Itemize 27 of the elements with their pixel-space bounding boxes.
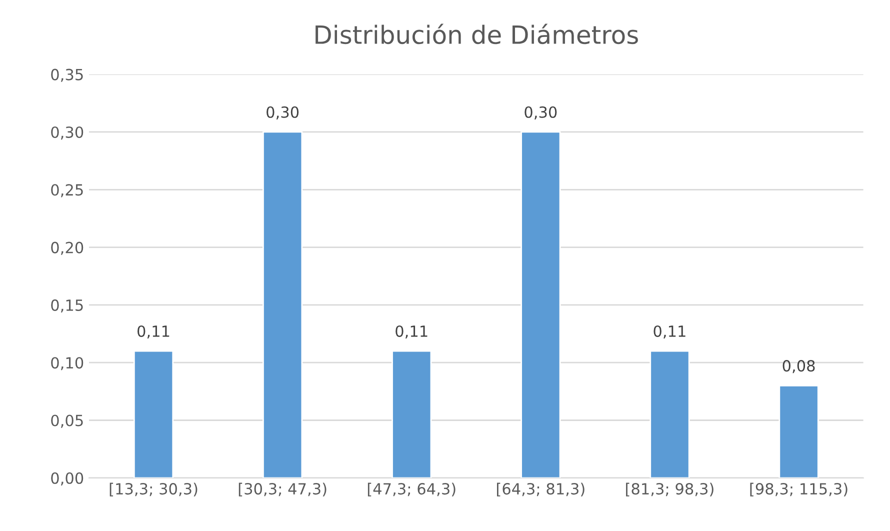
data-label: 0,11 bbox=[138, 325, 170, 339]
x-tick-label: [81,3; 98,3) bbox=[626, 482, 714, 496]
x-tick-label: [13,3; 30,3) bbox=[110, 482, 198, 496]
data-label: 0,08 bbox=[782, 360, 815, 374]
bar bbox=[520, 131, 561, 478]
x-tick-label: [64,3; 81,3) bbox=[497, 482, 584, 496]
x-tick-label: [30,3; 47,3) bbox=[238, 482, 326, 496]
data-label: 0,30 bbox=[524, 106, 557, 120]
y-tick-label: 0,20 bbox=[51, 242, 84, 255]
data-label: 0,11 bbox=[654, 325, 686, 339]
bar bbox=[392, 350, 432, 478]
y-tick-label: 0,15 bbox=[51, 299, 83, 313]
y-tick-label: 0,10 bbox=[51, 357, 84, 370]
chart-title: Distribución de Diámetros bbox=[316, 24, 638, 44]
x-tick-label: [47,3; 64,3) bbox=[368, 482, 456, 496]
data-label: 0,11 bbox=[396, 325, 428, 339]
y-tick-label: 0,30 bbox=[51, 126, 84, 140]
y-tick-label: 0,35 bbox=[51, 68, 83, 82]
bar bbox=[133, 350, 174, 478]
y-tick-label: 0,05 bbox=[51, 414, 83, 428]
y-tick-label: 0,25 bbox=[51, 184, 83, 198]
x-tick-label: [98,3; 115,3) bbox=[750, 482, 848, 496]
y-tick-label: 0,00 bbox=[51, 472, 84, 486]
bar bbox=[778, 384, 819, 478]
bar bbox=[262, 131, 303, 478]
bar bbox=[650, 350, 690, 478]
data-label: 0,30 bbox=[266, 106, 299, 120]
